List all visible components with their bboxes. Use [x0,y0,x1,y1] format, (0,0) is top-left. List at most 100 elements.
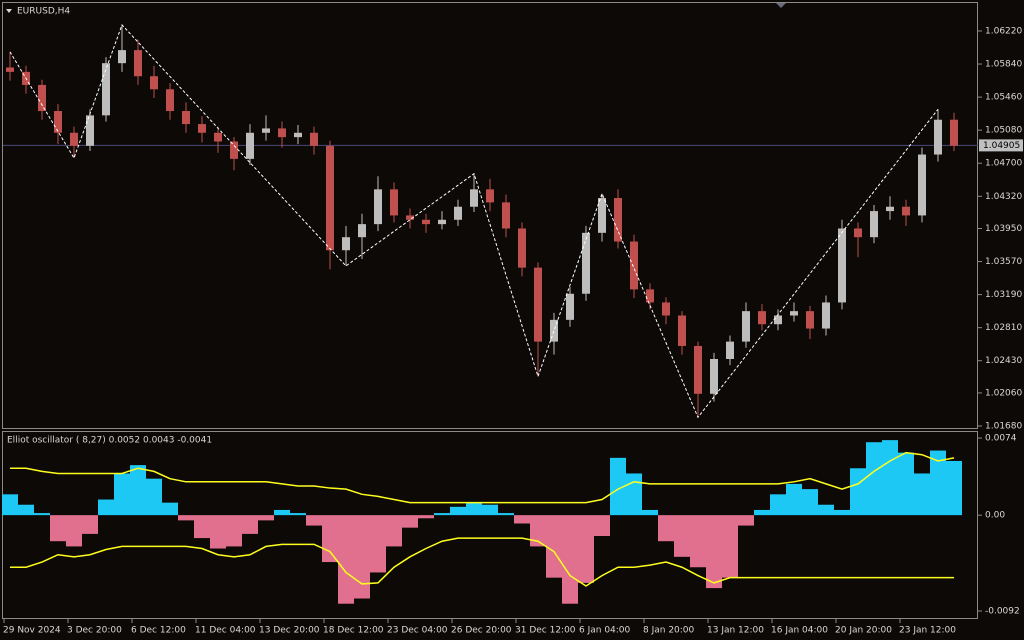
y-tick-label: 1.01680 [985,421,1022,431]
candle-body [150,76,158,90]
candle-body [102,63,110,116]
y-tick-label: 1.02810 [985,323,1022,333]
histogram-bar [898,452,914,516]
y-tick-label: 1.02430 [985,356,1022,366]
histogram-bar [722,515,738,578]
histogram-bar [258,515,274,521]
histogram-bar [306,515,322,526]
menu-arrow[interactable] [6,9,12,13]
candle-body [54,111,62,133]
candle-body [534,267,542,342]
x-tick-label: 11 Dec 04:00 [195,626,256,636]
histogram-bar [322,515,338,563]
histogram-bar [34,513,50,516]
x-tick-label: 13 Dec 20:00 [259,626,320,636]
histogram-bar [2,494,18,516]
histogram-bar [66,515,82,547]
candle-body [694,345,702,394]
x-tick-label: 20 Jan 20:00 [835,626,892,636]
histogram-bar [290,513,306,516]
candle-body [566,293,574,320]
candle-body [38,84,46,112]
candle-body [246,132,254,159]
histogram-bar [626,473,642,516]
histogram-bar [514,515,530,524]
candle-body [950,119,958,146]
y-tick-label: 1.03570 [985,257,1022,267]
candle-body [166,89,174,112]
candle-body [854,228,862,238]
candle-body [326,145,334,251]
histogram-bar [210,515,226,549]
histogram-bar [82,515,98,534]
candle-body [598,198,606,233]
candle-body [374,189,382,225]
candle-body [630,241,638,290]
y-tick-label: 1.05080 [985,126,1022,136]
histogram-bar [642,509,658,516]
histogram-bar [18,504,34,516]
candle-body [294,132,302,138]
candle-body [438,219,446,225]
histogram-bar [882,440,898,516]
y-tick-label: 1.06220 [985,26,1022,36]
histogram-bar [802,489,818,516]
histogram-bar [482,504,498,516]
x-tick-label: 16 Jan 04:00 [771,626,828,636]
candle-body [358,224,366,238]
histogram-bar [338,515,354,604]
y-tick-label: 1.02060 [985,388,1022,398]
candle-body [918,154,926,216]
candle-body [518,228,526,268]
y-tick-label: 1.03950 [985,224,1022,234]
candle-body [310,132,318,146]
histogram-bar [242,515,258,534]
y-tick-label: 1.04320 [985,192,1022,202]
x-tick-label: 26 Dec 20:00 [451,626,512,636]
candle-body [838,228,846,303]
oscillator-title: Elliot oscillator ( 8,27) 0.0052 0.0043 … [7,436,212,446]
y-tick-label: 1.03190 [985,290,1022,300]
candle-body [470,189,478,207]
x-tick-label: 18 Dec 12:00 [323,626,384,636]
candle-body [70,132,78,146]
candle-body [198,124,206,133]
histogram-bar [914,473,930,516]
histogram-bar [418,515,434,519]
histogram-bar [770,494,786,516]
candle-body [390,189,398,216]
candle-body [134,50,142,77]
histogram-bar [434,513,450,516]
candle-body [182,111,190,125]
candle-body [502,202,510,229]
candle-body [262,128,270,133]
histogram-bar [818,504,834,516]
candle-body [758,311,766,325]
candle-body [486,189,494,203]
histogram-bar [402,515,418,528]
candle-body [230,141,238,159]
y-tick-label: 1.05840 [985,60,1022,70]
histogram-bar [194,515,210,539]
candle-body [278,128,286,138]
histogram-bar [450,506,466,516]
histogram-bar [786,483,802,516]
histogram-bar [754,509,770,516]
histogram-bar [98,499,114,516]
candle-body [774,315,782,325]
candle-body [214,132,222,142]
candle-body [822,302,830,329]
candle-body [6,67,14,72]
x-tick-label: 6 Dec 12:00 [131,626,186,636]
histogram-bar [50,515,66,542]
y-tick-label: 0.0074 [985,434,1017,444]
x-tick-label: 8 Jan 20:00 [643,626,695,636]
histogram-bar [866,442,882,516]
x-tick-label: 23 Jan 12:00 [899,626,956,636]
bid-label: 1.04905 [983,141,1020,151]
x-tick-label: 13 Jan 12:00 [707,626,764,636]
histogram-bar [386,515,402,547]
x-tick-label: 3 Dec 20:00 [67,626,122,636]
candle-body [86,115,94,146]
